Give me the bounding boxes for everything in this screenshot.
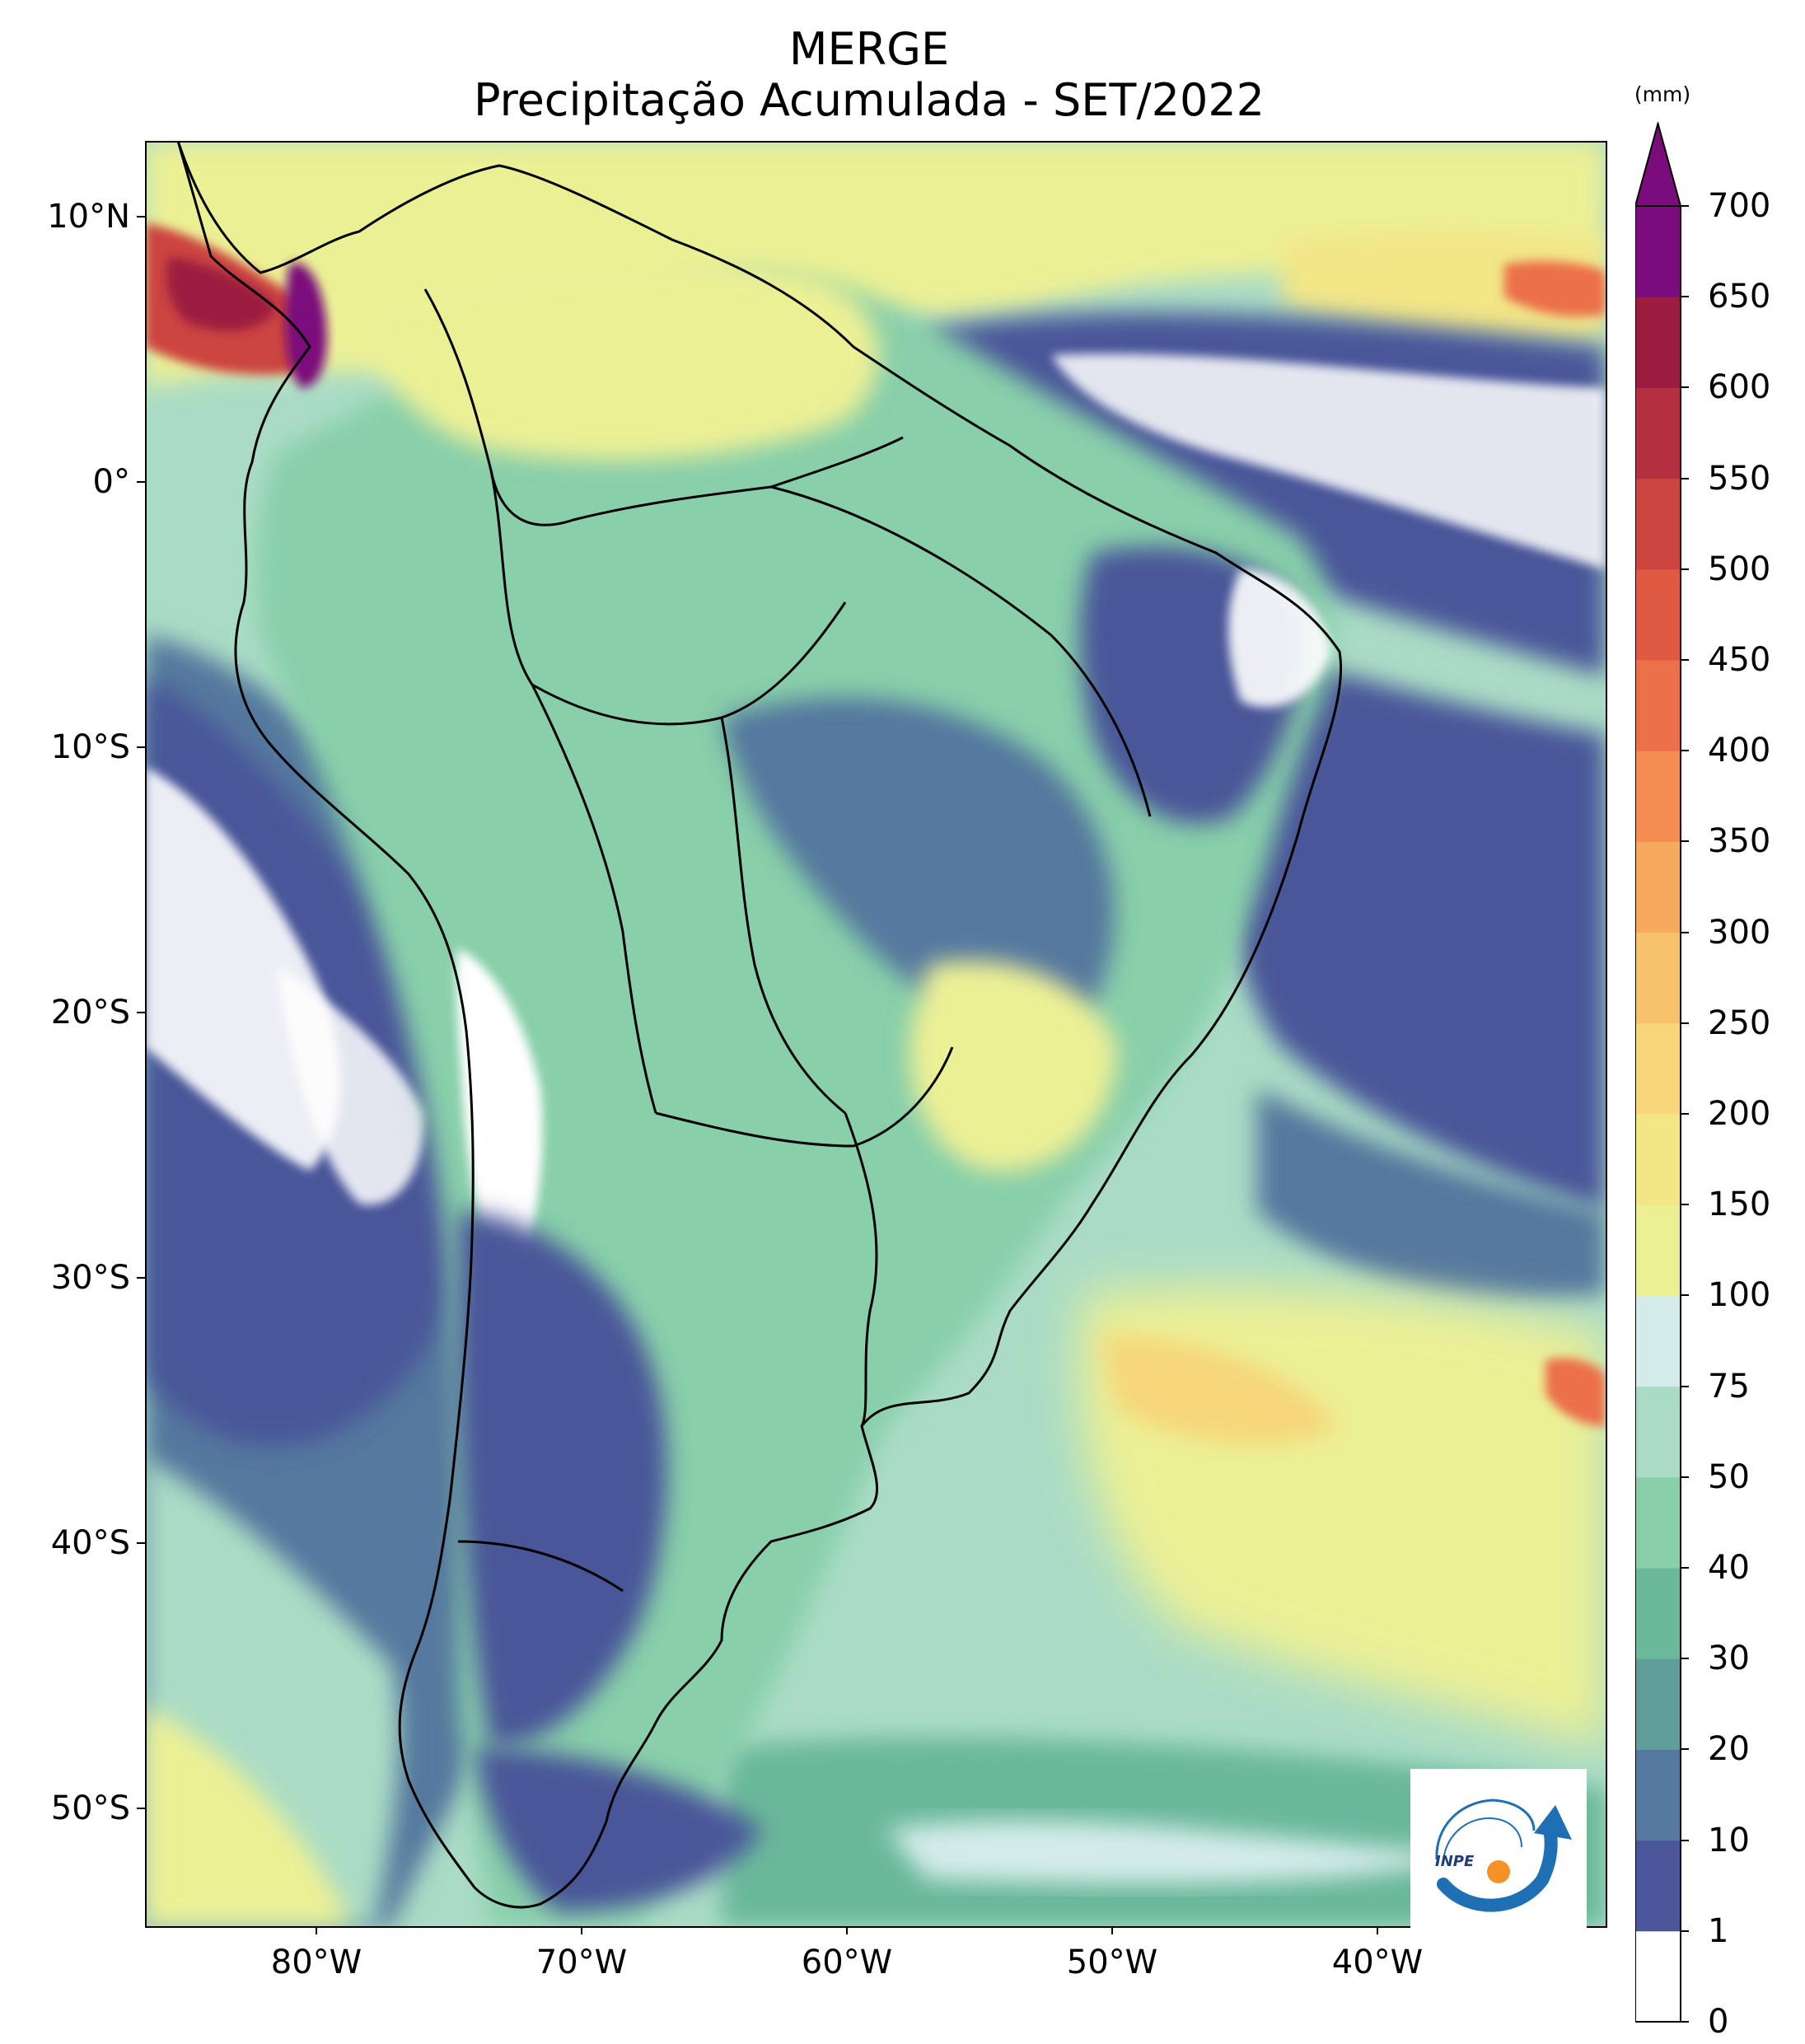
colorbar: [1635, 122, 1682, 2023]
colorbar-label: 400: [1708, 732, 1771, 770]
lat-tick: [137, 1808, 145, 1809]
colorbar-tick: [1681, 1839, 1689, 1841]
colorbar-label: 50: [1708, 1457, 1750, 1496]
colorbar-label: 600: [1708, 368, 1771, 407]
colorbar-bin: [1635, 478, 1681, 570]
colorbar-label: 10: [1708, 1821, 1750, 1859]
lon-tick: [581, 1926, 582, 1934]
colorbar-tick: [1681, 1385, 1689, 1387]
colorbar-bin: [1635, 1295, 1681, 1387]
colorbar-bin: [1635, 1022, 1681, 1115]
colorbar-bin: [1635, 1476, 1681, 1569]
map-subtitle: Precipitação Acumulada - SET/2022: [473, 74, 1265, 126]
lat-tick: [137, 216, 145, 217]
lon-label: 40°W: [1331, 1943, 1424, 1981]
colorbar-label: 150: [1708, 1186, 1771, 1224]
colorbar-bin: [1635, 1930, 1681, 2023]
colorbar-bin: [1635, 932, 1681, 1024]
colorbar-tick: [1681, 1294, 1689, 1297]
colorbar-bin: [1635, 1749, 1681, 1841]
colorbar-label: 100: [1708, 1276, 1771, 1315]
lon-tick: [1111, 1926, 1113, 1934]
lat-tick: [137, 1542, 145, 1544]
colorbar-label: 700: [1708, 187, 1771, 225]
lon-tick: [1377, 1926, 1378, 1934]
colorbar-tick: [1681, 296, 1689, 298]
colorbar-bin: [1635, 660, 1681, 751]
colorbar-tick: [1681, 840, 1689, 843]
colorbar-bin: [1635, 1204, 1681, 1296]
lon-label: 50°W: [1066, 1943, 1158, 1981]
colorbar-bin: [1635, 206, 1681, 297]
colorbar-bin: [1635, 568, 1681, 661]
colorbar-bin: [1635, 1568, 1681, 1659]
colorbar-label: 75: [1708, 1367, 1750, 1406]
colorbar-label: 500: [1708, 550, 1771, 588]
colorbar-tick: [1681, 1929, 1689, 1932]
colorbar-tick: [1681, 1113, 1689, 1115]
inpe-logo-graphic: INPE: [1435, 1798, 1572, 1912]
lat-label: 40°S: [50, 1524, 130, 1562]
colorbar-bin: [1635, 297, 1681, 388]
colorbar-label: 40: [1708, 1549, 1750, 1587]
colorbar-label: 250: [1708, 1003, 1771, 1042]
precip-field: [145, 141, 1606, 1926]
colorbar-label: 550: [1708, 459, 1771, 498]
colorbar-tick: [1681, 2021, 1689, 2023]
lat-label: 10°N: [47, 198, 130, 236]
colorbar-tick: [1681, 659, 1689, 661]
lat-label: 30°S: [50, 1259, 130, 1297]
colorbar-tick: [1681, 1567, 1689, 1569]
map-svg: [145, 141, 1606, 1926]
colorbar-label: 1: [1708, 1911, 1729, 1950]
lat-label: 0°: [92, 463, 130, 501]
lat-label: 50°S: [50, 1789, 130, 1827]
colorbar-tick: [1681, 1022, 1689, 1024]
lon-tick: [316, 1926, 317, 1934]
colorbar-tick: [1681, 931, 1689, 933]
lat-tick: [137, 481, 145, 483]
colorbar-extend-triangle: [1635, 122, 1682, 207]
colorbar-label: 0: [1708, 2003, 1729, 2041]
colorbar-bin: [1635, 387, 1681, 479]
lat-tick: [137, 1277, 145, 1279]
colorbar-bin: [1635, 1114, 1681, 1205]
lon-label: 60°W: [801, 1943, 893, 1981]
colorbar-tick: [1681, 1476, 1689, 1478]
colorbar-tick: [1681, 1748, 1689, 1751]
colorbar-tick: [1681, 386, 1689, 389]
map-title: MERGE: [788, 23, 950, 75]
colorbar-label: 300: [1708, 913, 1771, 952]
colorbar-tick: [1681, 205, 1689, 207]
colorbar-bin: [1635, 1658, 1681, 1750]
lon-label: 80°W: [270, 1943, 362, 1981]
colorbar-bin: [1635, 751, 1681, 842]
colorbar-label: 20: [1708, 1730, 1750, 1769]
colorbar-label: 650: [1708, 278, 1771, 316]
colorbar-label: 30: [1708, 1639, 1750, 1678]
coastlines: [176, 141, 1343, 1909]
colorbar-label: 200: [1708, 1095, 1771, 1133]
lon-tick: [846, 1926, 848, 1934]
colorbar-tick: [1681, 750, 1689, 752]
lat-label: 10°S: [50, 728, 130, 766]
colorbar-bin: [1635, 841, 1681, 933]
colorbar-label: 450: [1708, 641, 1771, 679]
lon-label: 70°W: [535, 1943, 628, 1981]
colorbar-tick: [1681, 477, 1689, 479]
colorbar-tick: [1681, 568, 1689, 570]
colorbar-tick: [1681, 1204, 1689, 1206]
colorbar-label: 350: [1708, 822, 1771, 861]
lat-tick: [137, 746, 145, 748]
colorbar-bin: [1635, 1386, 1681, 1478]
colorbar-tick: [1681, 1658, 1689, 1660]
lat-tick: [137, 1012, 145, 1013]
inpe-logo: INPE: [1410, 1769, 1587, 1942]
colorbar-bin: [1635, 1840, 1681, 1932]
lat-label: 20°S: [50, 994, 130, 1031]
inpe-logo-text: INPE: [1435, 1853, 1475, 1870]
precipitation-map: [145, 141, 1606, 1926]
colorbar-unit: (mm): [1634, 82, 1691, 106]
